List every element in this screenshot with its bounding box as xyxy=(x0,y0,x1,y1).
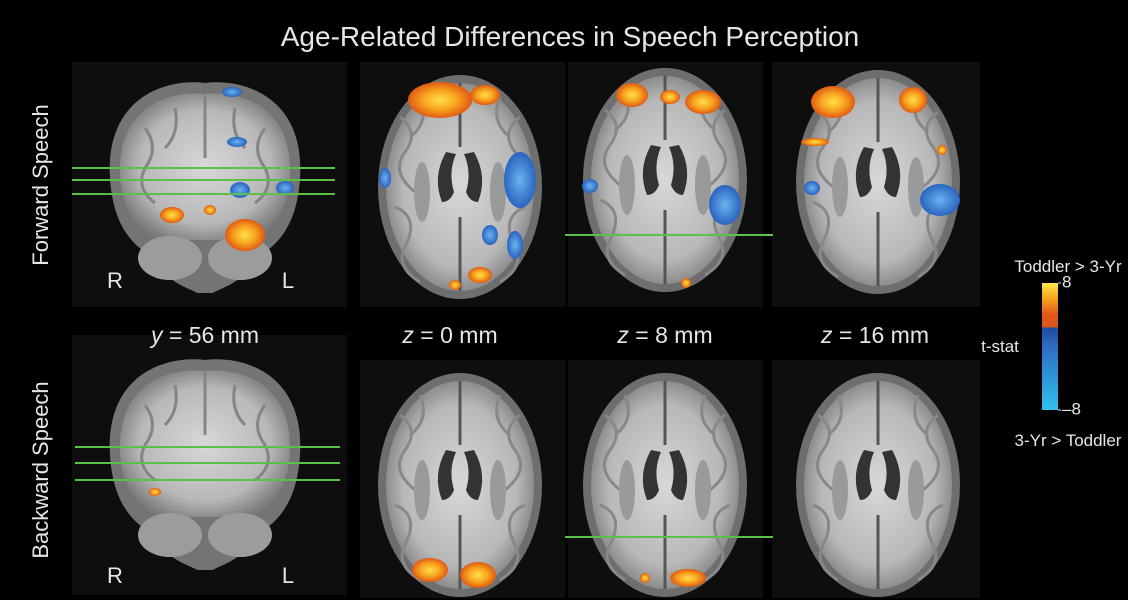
slice-position: = 0 mm xyxy=(414,322,498,348)
brain-axial-forward-0 xyxy=(378,75,542,299)
row-label: Backward Speech xyxy=(28,381,53,558)
colorbar-bottom-label: 3-Yr > Toddler xyxy=(1015,431,1122,450)
colorbar-tick-label: –8 xyxy=(1062,399,1081,418)
slice-axis: z xyxy=(401,322,414,348)
slice-label: z = 0 mm xyxy=(401,322,497,348)
hemisphere-label: R xyxy=(107,268,123,293)
figure: Age-Related Differences in Speech Percep… xyxy=(0,0,1128,600)
hemisphere-label: L xyxy=(282,268,294,293)
row-label: Forward Speech xyxy=(28,104,53,265)
slice-axis: z xyxy=(616,322,629,348)
colorbar-title: t-stat xyxy=(981,337,1019,356)
colorbar-bar xyxy=(1042,283,1058,410)
hemisphere-label: L xyxy=(282,563,294,588)
brain-axial-backward-16 xyxy=(796,373,960,597)
slice-label: y = 56 mm xyxy=(149,322,259,348)
brain-axial-forward-16 xyxy=(796,70,960,294)
slice-label: z = 16 mm xyxy=(820,322,929,348)
brain-axial-backward-0 xyxy=(378,373,542,597)
hemisphere-label: R xyxy=(107,563,123,588)
title: Age-Related Differences in Speech Percep… xyxy=(281,21,860,52)
colorbar-tick-label: 8 xyxy=(1062,272,1071,291)
slice-position: = 16 mm xyxy=(832,322,929,348)
slice-position: = 8 mm xyxy=(629,322,713,348)
slice-label: z = 8 mm xyxy=(616,322,712,348)
slice-axis: z xyxy=(820,322,833,348)
slice-position: = 56 mm xyxy=(162,322,259,348)
